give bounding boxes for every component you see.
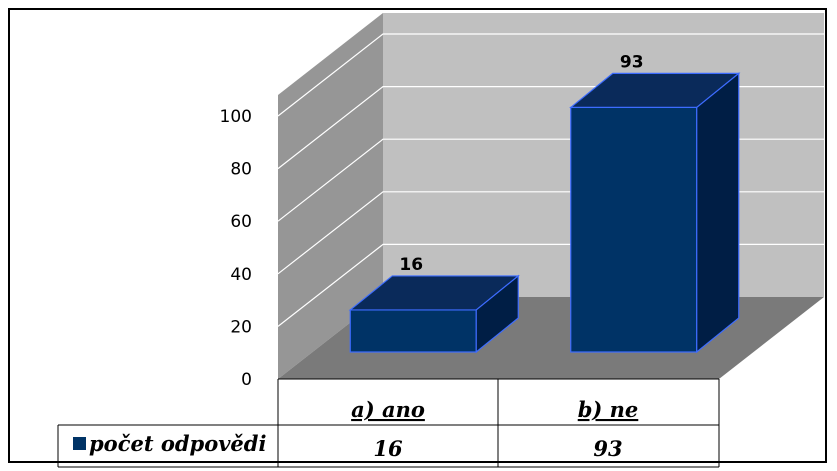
bar-front-1 <box>570 106 698 353</box>
y-tick-label-0: 0 <box>241 370 252 390</box>
y-tick-label-5: 100 <box>220 107 252 127</box>
bar-0 <box>348 274 520 354</box>
category-label-1: b) ne <box>578 397 639 422</box>
y-tick-label-4: 80 <box>230 160 252 180</box>
bar-side-0 <box>475 274 519 354</box>
gridline-100 <box>277 33 824 117</box>
legend-series-name: počet odpovědi <box>89 431 266 456</box>
y-tick-label-1: 20 <box>230 317 252 337</box>
data-table: a) ano b) ne počet odpovědi 16 93 <box>57 378 720 468</box>
data-label-1: 93 <box>620 52 644 72</box>
side-wall <box>278 12 383 380</box>
bar-front-0 <box>349 309 477 353</box>
category-label-0: a) ano <box>351 397 425 422</box>
bar-1 <box>569 72 741 354</box>
bars <box>348 72 741 354</box>
legend-key <box>73 437 86 450</box>
y-tick-label-3: 60 <box>230 212 252 232</box>
bar-side-1 <box>696 72 740 354</box>
table-value-1: 93 <box>593 436 622 461</box>
table-value-0: 16 <box>373 436 403 461</box>
data-label-0: 16 <box>399 255 423 275</box>
y-axis-ticks: 0 20 40 60 80 100 <box>220 107 252 390</box>
y-tick-label-2: 40 <box>230 265 252 285</box>
